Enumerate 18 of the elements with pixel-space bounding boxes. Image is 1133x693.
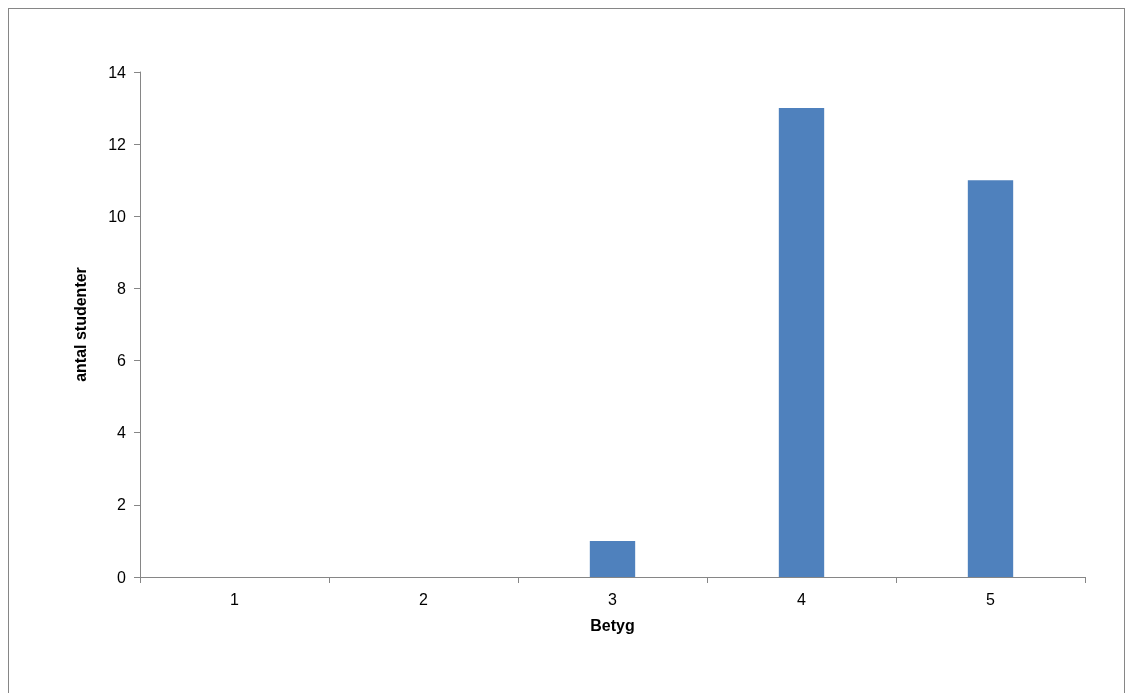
y-tick-label: 2 — [117, 496, 127, 514]
y-tick-label: 12 — [108, 135, 127, 153]
y-tick-label: 8 — [117, 279, 127, 297]
y-tick-label: 14 — [108, 63, 127, 81]
y-tick-label: 0 — [117, 568, 127, 586]
y-tick-label: 6 — [117, 352, 127, 370]
x-tick-label: 4 — [797, 590, 807, 608]
x-tick-label: 1 — [230, 590, 240, 608]
bar — [778, 108, 825, 577]
x-axis-title: Betyg — [590, 616, 635, 634]
y-tick-label: 4 — [117, 424, 127, 442]
x-tick-label: 3 — [608, 590, 618, 608]
x-tick-label: 2 — [419, 590, 429, 608]
bar — [589, 540, 636, 577]
y-axis-title: antal studenter — [71, 267, 89, 382]
y-tick-label: 10 — [108, 207, 127, 225]
bar — [967, 180, 1014, 577]
x-tick-label: 5 — [986, 590, 996, 608]
